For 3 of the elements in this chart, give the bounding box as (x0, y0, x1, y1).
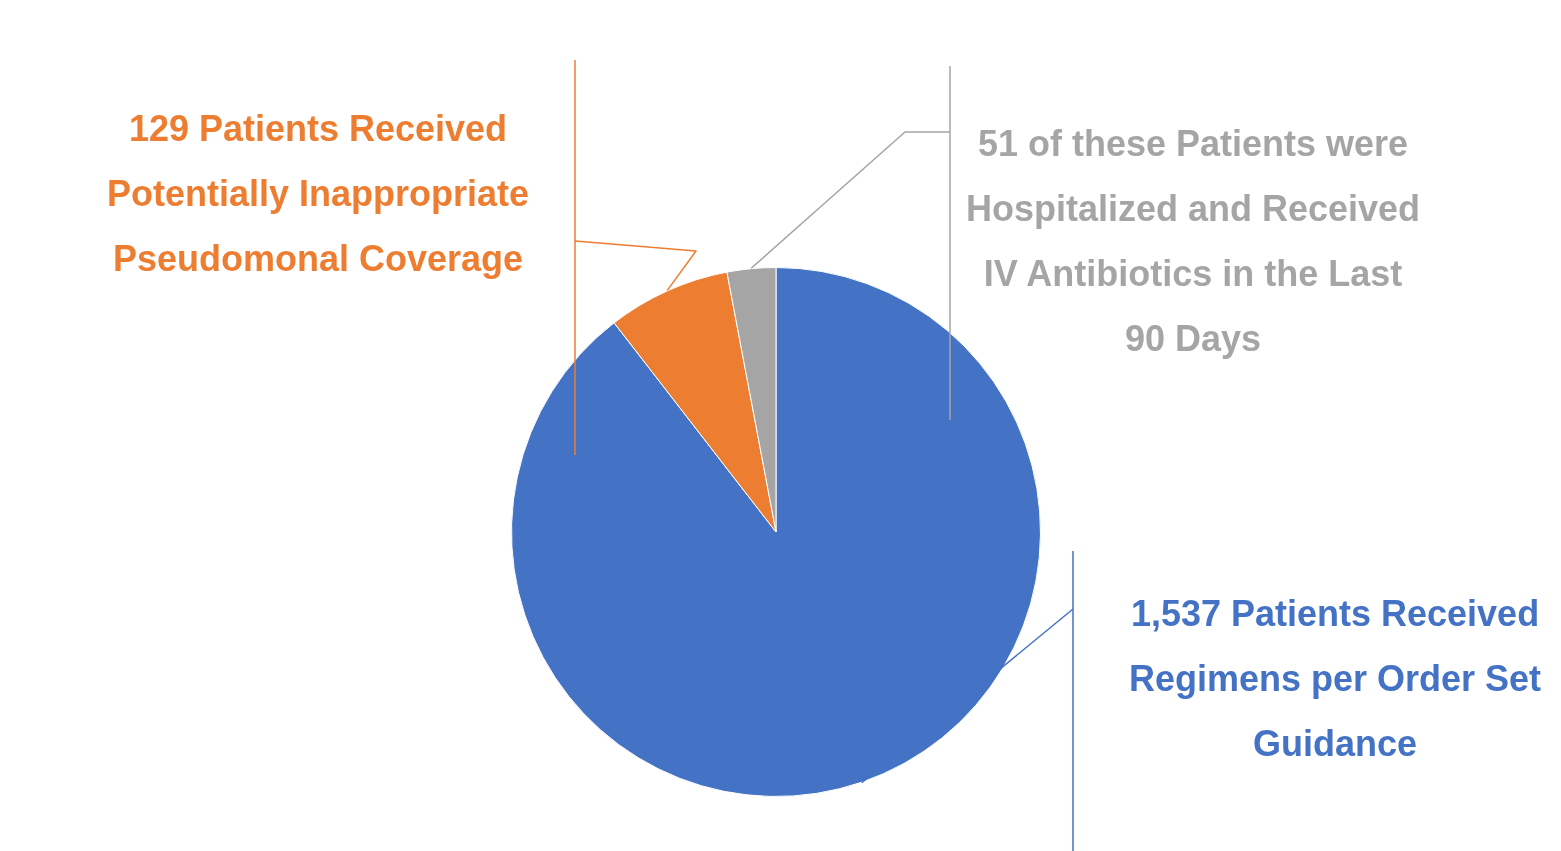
slice-label: 1,537 Patients Received Regimens per Order Set Guidance (1128, 592, 1542, 764)
slice-label: 51 of these Patients were Hospitalized and Received IV Antibiotics in the Last 90 Days (965, 122, 1421, 359)
slice-label: 129 Patients Received Potentially Inappropriate Pseudomonal Coverage (106, 107, 530, 279)
